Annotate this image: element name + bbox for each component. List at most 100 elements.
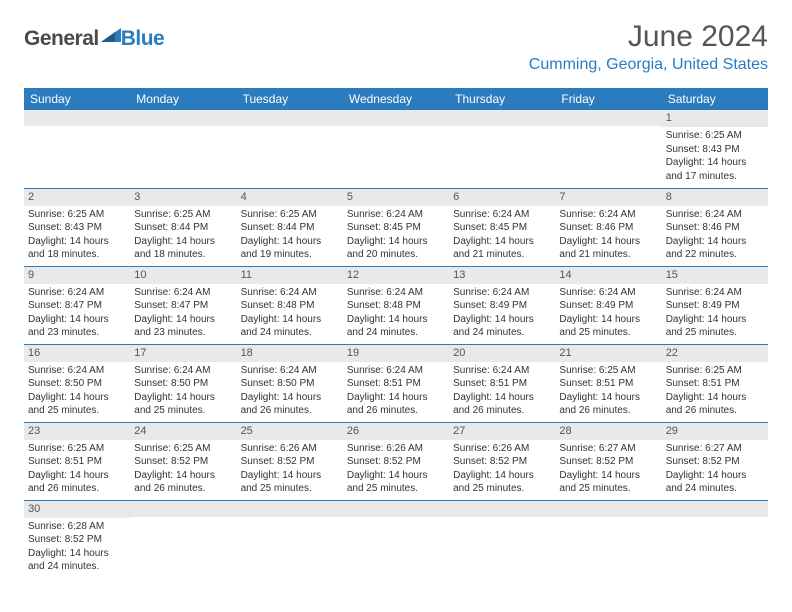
day-details: Sunrise: 6:28 AMSunset: 8:52 PMDaylight:… xyxy=(24,518,130,576)
empty-day-bar xyxy=(555,110,661,126)
calendar-cell xyxy=(449,500,555,578)
calendar-cell: 28Sunrise: 6:27 AMSunset: 8:52 PMDayligh… xyxy=(555,422,661,500)
day-number: 30 xyxy=(24,501,130,518)
day-details: Sunrise: 6:24 AMSunset: 8:50 PMDaylight:… xyxy=(237,362,343,420)
day-details: Sunrise: 6:27 AMSunset: 8:52 PMDaylight:… xyxy=(555,440,661,498)
empty-day-bar xyxy=(555,501,661,517)
day-details: Sunrise: 6:24 AMSunset: 8:51 PMDaylight:… xyxy=(343,362,449,420)
day-details: Sunrise: 6:24 AMSunset: 8:47 PMDaylight:… xyxy=(24,284,130,342)
empty-day-bar xyxy=(343,110,449,126)
calendar-row: 16Sunrise: 6:24 AMSunset: 8:50 PMDayligh… xyxy=(24,344,768,422)
day-number: 24 xyxy=(130,423,236,440)
day-details: Sunrise: 6:24 AMSunset: 8:47 PMDaylight:… xyxy=(130,284,236,342)
calendar-cell: 6Sunrise: 6:24 AMSunset: 8:45 PMDaylight… xyxy=(449,188,555,266)
day-number: 22 xyxy=(662,345,768,362)
day-number: 6 xyxy=(449,189,555,206)
empty-day-bar xyxy=(237,110,343,126)
day-number: 19 xyxy=(343,345,449,362)
calendar-cell: 21Sunrise: 6:25 AMSunset: 8:51 PMDayligh… xyxy=(555,344,661,422)
calendar-cell: 22Sunrise: 6:25 AMSunset: 8:51 PMDayligh… xyxy=(662,344,768,422)
calendar-row: 1Sunrise: 6:25 AMSunset: 8:43 PMDaylight… xyxy=(24,110,768,188)
calendar-cell: 18Sunrise: 6:24 AMSunset: 8:50 PMDayligh… xyxy=(237,344,343,422)
calendar-cell: 25Sunrise: 6:26 AMSunset: 8:52 PMDayligh… xyxy=(237,422,343,500)
day-details: Sunrise: 6:24 AMSunset: 8:51 PMDaylight:… xyxy=(449,362,555,420)
logo-text-general: General xyxy=(24,27,99,51)
day-number: 13 xyxy=(449,267,555,284)
day-number: 2 xyxy=(24,189,130,206)
day-number: 17 xyxy=(130,345,236,362)
logo-triangle-icon xyxy=(101,26,121,42)
logo: General Blue xyxy=(24,26,164,52)
title-block: June 2024 Cumming, Georgia, United State… xyxy=(529,20,768,74)
calendar-cell xyxy=(555,110,661,188)
calendar-cell: 13Sunrise: 6:24 AMSunset: 8:49 PMDayligh… xyxy=(449,266,555,344)
calendar-cell xyxy=(555,500,661,578)
calendar-cell: 2Sunrise: 6:25 AMSunset: 8:43 PMDaylight… xyxy=(24,188,130,266)
day-header: Tuesday xyxy=(237,88,343,110)
calendar-cell: 12Sunrise: 6:24 AMSunset: 8:48 PMDayligh… xyxy=(343,266,449,344)
day-details: Sunrise: 6:25 AMSunset: 8:43 PMDaylight:… xyxy=(662,127,768,185)
calendar-cell: 8Sunrise: 6:24 AMSunset: 8:46 PMDaylight… xyxy=(662,188,768,266)
calendar-cell: 10Sunrise: 6:24 AMSunset: 8:47 PMDayligh… xyxy=(130,266,236,344)
day-number: 20 xyxy=(449,345,555,362)
empty-day-bar xyxy=(449,501,555,517)
calendar-cell xyxy=(449,110,555,188)
day-number: 4 xyxy=(237,189,343,206)
header: General Blue June 2024 Cumming, Georgia,… xyxy=(24,20,768,74)
day-number: 29 xyxy=(662,423,768,440)
day-number: 15 xyxy=(662,267,768,284)
empty-day-bar xyxy=(130,110,236,126)
day-details: Sunrise: 6:24 AMSunset: 8:49 PMDaylight:… xyxy=(449,284,555,342)
day-details: Sunrise: 6:27 AMSunset: 8:52 PMDaylight:… xyxy=(662,440,768,498)
day-details: Sunrise: 6:26 AMSunset: 8:52 PMDaylight:… xyxy=(343,440,449,498)
day-details: Sunrise: 6:25 AMSunset: 8:51 PMDaylight:… xyxy=(24,440,130,498)
day-details: Sunrise: 6:26 AMSunset: 8:52 PMDaylight:… xyxy=(237,440,343,498)
day-number: 12 xyxy=(343,267,449,284)
day-header: Thursday xyxy=(449,88,555,110)
day-number: 14 xyxy=(555,267,661,284)
calendar-cell: 5Sunrise: 6:24 AMSunset: 8:45 PMDaylight… xyxy=(343,188,449,266)
day-number: 3 xyxy=(130,189,236,206)
calendar-cell: 3Sunrise: 6:25 AMSunset: 8:44 PMDaylight… xyxy=(130,188,236,266)
calendar-cell: 30Sunrise: 6:28 AMSunset: 8:52 PMDayligh… xyxy=(24,500,130,578)
calendar-cell: 27Sunrise: 6:26 AMSunset: 8:52 PMDayligh… xyxy=(449,422,555,500)
day-header: Friday xyxy=(555,88,661,110)
calendar-cell: 7Sunrise: 6:24 AMSunset: 8:46 PMDaylight… xyxy=(555,188,661,266)
calendar-cell: 9Sunrise: 6:24 AMSunset: 8:47 PMDaylight… xyxy=(24,266,130,344)
calendar-row: 23Sunrise: 6:25 AMSunset: 8:51 PMDayligh… xyxy=(24,422,768,500)
calendar-cell xyxy=(662,500,768,578)
day-details: Sunrise: 6:24 AMSunset: 8:50 PMDaylight:… xyxy=(130,362,236,420)
day-details: Sunrise: 6:24 AMSunset: 8:46 PMDaylight:… xyxy=(555,206,661,264)
calendar-cell: 11Sunrise: 6:24 AMSunset: 8:48 PMDayligh… xyxy=(237,266,343,344)
day-header: Monday xyxy=(130,88,236,110)
calendar-cell: 29Sunrise: 6:27 AMSunset: 8:52 PMDayligh… xyxy=(662,422,768,500)
day-details: Sunrise: 6:24 AMSunset: 8:45 PMDaylight:… xyxy=(343,206,449,264)
day-number: 23 xyxy=(24,423,130,440)
day-number: 9 xyxy=(24,267,130,284)
calendar-row: 2Sunrise: 6:25 AMSunset: 8:43 PMDaylight… xyxy=(24,188,768,266)
calendar-cell: 15Sunrise: 6:24 AMSunset: 8:49 PMDayligh… xyxy=(662,266,768,344)
day-details: Sunrise: 6:25 AMSunset: 8:44 PMDaylight:… xyxy=(237,206,343,264)
day-details: Sunrise: 6:24 AMSunset: 8:49 PMDaylight:… xyxy=(555,284,661,342)
location-subtitle: Cumming, Georgia, United States xyxy=(529,56,768,74)
calendar-table: Sunday Monday Tuesday Wednesday Thursday… xyxy=(24,88,768,578)
day-details: Sunrise: 6:24 AMSunset: 8:48 PMDaylight:… xyxy=(237,284,343,342)
day-details: Sunrise: 6:25 AMSunset: 8:52 PMDaylight:… xyxy=(130,440,236,498)
empty-day-bar xyxy=(24,110,130,126)
calendar-cell xyxy=(237,110,343,188)
calendar-row: 9Sunrise: 6:24 AMSunset: 8:47 PMDaylight… xyxy=(24,266,768,344)
day-number: 16 xyxy=(24,345,130,362)
day-number: 5 xyxy=(343,189,449,206)
day-number: 21 xyxy=(555,345,661,362)
empty-day-bar xyxy=(343,501,449,517)
day-number: 8 xyxy=(662,189,768,206)
day-details: Sunrise: 6:25 AMSunset: 8:51 PMDaylight:… xyxy=(662,362,768,420)
calendar-cell: 1Sunrise: 6:25 AMSunset: 8:43 PMDaylight… xyxy=(662,110,768,188)
calendar-cell xyxy=(237,500,343,578)
calendar-cell: 19Sunrise: 6:24 AMSunset: 8:51 PMDayligh… xyxy=(343,344,449,422)
day-header: Wednesday xyxy=(343,88,449,110)
day-details: Sunrise: 6:24 AMSunset: 8:49 PMDaylight:… xyxy=(662,284,768,342)
calendar-cell xyxy=(130,500,236,578)
calendar-cell: 16Sunrise: 6:24 AMSunset: 8:50 PMDayligh… xyxy=(24,344,130,422)
calendar-cell: 23Sunrise: 6:25 AMSunset: 8:51 PMDayligh… xyxy=(24,422,130,500)
